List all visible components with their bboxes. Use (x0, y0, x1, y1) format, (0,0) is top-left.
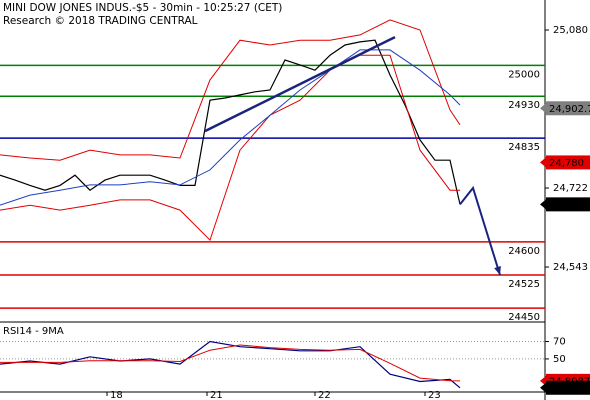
y-tick-label: 70 (553, 337, 566, 348)
level-label: 25000 (508, 69, 540, 80)
price-tag (546, 380, 590, 395)
level-label: 24450 (508, 312, 540, 323)
level-label: 24930 (508, 100, 540, 111)
series-line (0, 49, 461, 206)
price-tag-label: 16.87 (549, 383, 578, 394)
price-tag-label: 24,685 (549, 200, 584, 211)
level-label: 24525 (508, 279, 540, 290)
x-tick-label: 21 (210, 390, 223, 400)
y-tick-label: 50 (553, 354, 566, 365)
price-tag-label: 24,902.7 (549, 104, 590, 115)
x-tick-label: 18 (110, 390, 123, 400)
price-tag-pointer (540, 199, 546, 210)
price-tag-pointer (540, 103, 546, 114)
x-tick-label: 23 (428, 390, 441, 400)
price-tag (546, 197, 590, 212)
y-tick-label: 25,080 (553, 25, 588, 36)
price-tag (546, 155, 590, 170)
panel-title: RSI14 - 9MA (3, 326, 64, 337)
trend-line (204, 35, 396, 133)
arrow-head (494, 266, 501, 275)
y-tick-label: 24,543 (553, 262, 588, 273)
series-line (0, 54, 460, 242)
chart-subtitle: Research © 2018 TRADING CENTRAL (3, 15, 198, 27)
chart-title: MINI DOW JONES INDUS.-$5 - 30min - 10:25… (3, 2, 282, 14)
x-tick-label: 22 (318, 390, 331, 400)
series-line (0, 340, 461, 389)
price-tag-pointer (540, 157, 546, 168)
price-tag-label: 24,780 (549, 158, 584, 169)
price-tag-pointer (540, 382, 546, 393)
price-tag-pointer (540, 375, 546, 386)
series-line (0, 39, 461, 205)
level-label: 24600 (508, 246, 540, 257)
forecast-arrow (459, 185, 501, 276)
y-tick-label: 24,722 (553, 183, 588, 194)
level-label: 24835 (508, 142, 540, 153)
price-tag (546, 101, 590, 116)
series-line (0, 344, 461, 382)
series-line (0, 19, 461, 161)
